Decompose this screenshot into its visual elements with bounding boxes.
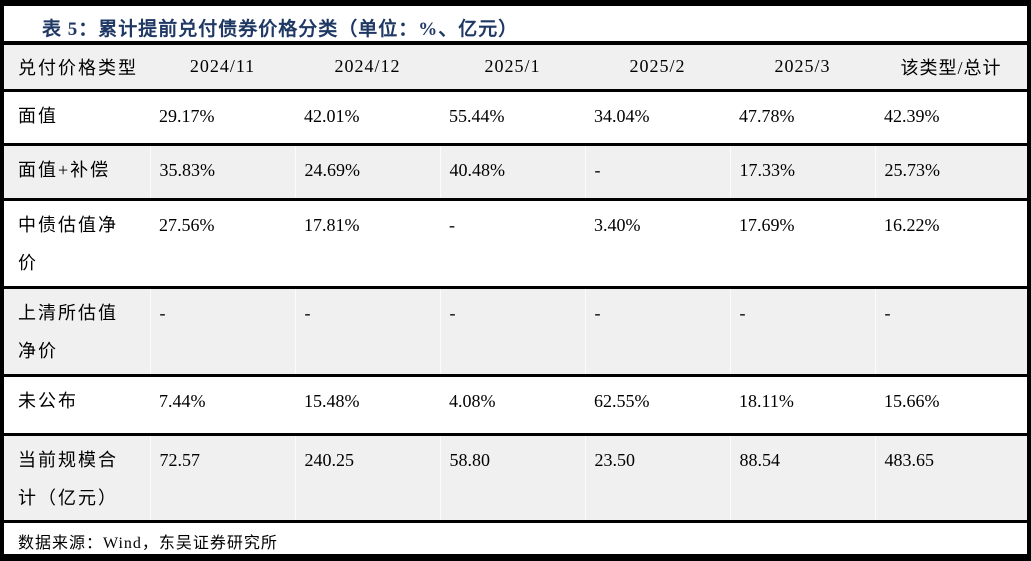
table-row-par-value: 面值 29.17% 42.01% 55.44% 34.04% 47.78% 42… bbox=[4, 90, 1027, 146]
table-row-par-plus-compensation: 面值+补偿 35.83% 24.69% 40.48% - 17.33% 25.7… bbox=[4, 144, 1027, 201]
cell: 72.57 bbox=[149, 434, 295, 523]
row-label: 面值 bbox=[4, 90, 150, 146]
column-header-2025-1: 2025/1 bbox=[440, 45, 585, 92]
cell: - bbox=[439, 287, 585, 377]
cell: - bbox=[149, 287, 295, 377]
cell: - bbox=[584, 287, 730, 377]
cell: - bbox=[440, 199, 585, 289]
cell: - bbox=[584, 144, 730, 201]
cell: 55.44% bbox=[440, 90, 585, 146]
bond-price-category-table: 兑付价格类型 2024/11 2024/12 2025/1 2025/2 202… bbox=[4, 45, 1027, 523]
row-label: 面值+补偿 bbox=[4, 144, 150, 201]
table-row-shanghai-clearing-valuation: 上清所估值 净价 - - - - - - bbox=[4, 287, 1027, 377]
table-row-chinabond-valuation: 中债估值净 价 27.56% 17.81% - 3.40% 17.69% 16.… bbox=[4, 199, 1027, 289]
cell: 17.69% bbox=[730, 199, 875, 289]
cell: 42.01% bbox=[295, 90, 440, 146]
cell: 25.73% bbox=[874, 144, 1027, 201]
column-header-2025-2: 2025/2 bbox=[585, 45, 730, 92]
column-header-2024-12: 2024/12 bbox=[295, 45, 440, 92]
column-header-type: 兑付价格类型 bbox=[4, 45, 150, 92]
cell: 88.54 bbox=[729, 434, 875, 523]
column-header-total: 该类型/总计 bbox=[875, 45, 1027, 92]
cell: 27.56% bbox=[150, 199, 295, 289]
cell: 18.11% bbox=[730, 375, 875, 436]
cell: 34.04% bbox=[585, 90, 730, 146]
cell: - bbox=[294, 287, 440, 377]
row-label: 未公布 bbox=[4, 375, 150, 436]
cell: - bbox=[729, 287, 875, 377]
source-note-bar: 数据来源：Wind，东吴证券研究所 bbox=[4, 522, 1027, 554]
cell: 23.50 bbox=[584, 434, 730, 523]
cell: 47.78% bbox=[730, 90, 875, 146]
cell: 7.44% bbox=[150, 375, 295, 436]
table-title: 表 5：累计提前兑付债券价格分类（单位：%、亿元） bbox=[42, 19, 519, 40]
cell: 40.48% bbox=[439, 144, 585, 201]
column-header-2025-3: 2025/3 bbox=[730, 45, 875, 92]
cell: 15.66% bbox=[875, 375, 1027, 436]
cell: 15.48% bbox=[295, 375, 440, 436]
cell: 240.25 bbox=[294, 434, 440, 523]
row-label: 当前规模合 计（亿元） bbox=[4, 434, 150, 523]
cell: 4.08% bbox=[440, 375, 585, 436]
cell: 3.40% bbox=[585, 199, 730, 289]
column-header-2024-11: 2024/11 bbox=[150, 45, 295, 92]
cell: 483.65 bbox=[874, 434, 1027, 523]
cell: 42.39% bbox=[875, 90, 1027, 146]
table-row-current-scale-total: 当前规模合 计（亿元） 72.57 240.25 58.80 23.50 88.… bbox=[4, 434, 1027, 523]
cell: 16.22% bbox=[875, 199, 1027, 289]
cell: 35.83% bbox=[149, 144, 295, 201]
header-row: 兑付价格类型 2024/11 2024/12 2025/1 2025/2 202… bbox=[4, 45, 1027, 92]
cell: 17.33% bbox=[729, 144, 875, 201]
table-row-unpublished: 未公布 7.44% 15.48% 4.08% 62.55% 18.11% 15.… bbox=[4, 375, 1027, 436]
row-label: 中债估值净 价 bbox=[4, 199, 150, 289]
row-label: 上清所估值 净价 bbox=[4, 287, 150, 377]
cell: 62.55% bbox=[585, 375, 730, 436]
cell: - bbox=[874, 287, 1027, 377]
cell: 24.69% bbox=[294, 144, 440, 201]
data-source-note: 数据来源：Wind，东吴证券研究所 bbox=[18, 534, 278, 552]
table-title-bar: 表 5：累计提前兑付债券价格分类（单位：%、亿元） bbox=[4, 6, 1027, 45]
cell: 29.17% bbox=[150, 90, 295, 146]
cell: 58.80 bbox=[439, 434, 585, 523]
cell: 17.81% bbox=[295, 199, 440, 289]
